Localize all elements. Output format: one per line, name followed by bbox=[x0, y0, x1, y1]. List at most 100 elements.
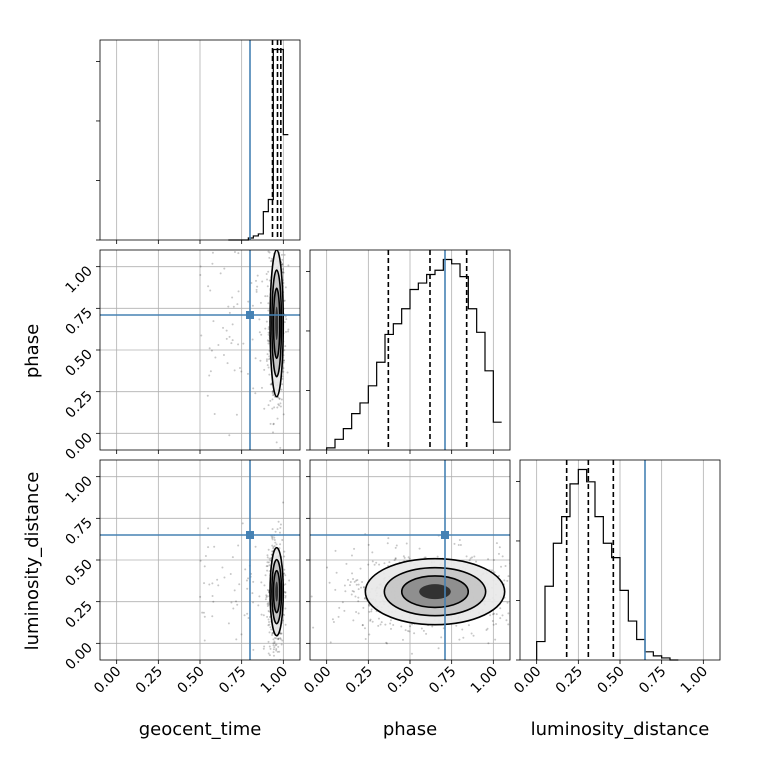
sample-point-geocent_time-vs-luminosity_distance bbox=[247, 617, 250, 620]
sample-point-geocent_time-vs-phase bbox=[267, 309, 270, 312]
sample-point-geocent_time-vs-luminosity_distance bbox=[199, 559, 202, 562]
sample-point-phase-vs-luminosity_distance bbox=[377, 617, 380, 620]
sample-point-phase-vs-luminosity_distance bbox=[363, 597, 366, 600]
y-axis-label-luminosity-distance: luminosity_distance bbox=[22, 472, 43, 651]
sample-point-phase-vs-luminosity_distance bbox=[491, 613, 494, 616]
sample-point-geocent_time-vs-luminosity_distance bbox=[267, 640, 270, 643]
sample-point-geocent_time-vs-phase bbox=[226, 362, 229, 365]
sample-point-geocent_time-vs-luminosity_distance bbox=[265, 565, 268, 568]
sample-point-geocent_time-vs-luminosity_distance bbox=[279, 632, 282, 635]
sample-point-geocent_time-vs-phase bbox=[284, 286, 287, 289]
sample-point-phase-vs-luminosity_distance bbox=[394, 546, 397, 549]
sample-point-geocent_time-vs-phase bbox=[261, 280, 264, 283]
sample-point-geocent_time-vs-phase bbox=[237, 252, 240, 255]
sample-point-geocent_time-vs-phase bbox=[267, 404, 270, 407]
x-axis-label-geocent-time: geocent_time bbox=[139, 719, 262, 740]
sample-point-phase-vs-luminosity_distance bbox=[357, 596, 360, 599]
sample-point-geocent_time-vs-luminosity_distance bbox=[229, 573, 232, 576]
sample-point-phase-vs-luminosity_distance bbox=[492, 623, 495, 626]
sample-point-geocent_time-vs-phase bbox=[272, 423, 275, 426]
sample-point-geocent_time-vs-luminosity_distance bbox=[235, 600, 238, 603]
sample-point-phase-vs-luminosity_distance bbox=[352, 619, 355, 622]
sample-point-geocent_time-vs-phase bbox=[279, 446, 282, 449]
sample-point-geocent_time-vs-luminosity_distance bbox=[276, 528, 279, 531]
sample-point-geocent_time-vs-phase bbox=[278, 404, 281, 407]
sample-point-geocent_time-vs-phase bbox=[264, 327, 267, 330]
sample-point-geocent_time-vs-luminosity_distance bbox=[266, 603, 269, 606]
sample-point-geocent_time-vs-phase bbox=[222, 326, 225, 329]
sample-point-geocent_time-vs-phase bbox=[272, 244, 274, 246]
sample-point-geocent_time-vs-luminosity_distance bbox=[268, 557, 271, 560]
sample-point-phase-vs-luminosity_distance bbox=[542, 584, 544, 586]
sample-point-geocent_time-vs-phase bbox=[285, 318, 288, 321]
sample-point-geocent_time-vs-phase bbox=[236, 303, 239, 306]
sample-point-phase-vs-luminosity_distance bbox=[384, 623, 387, 626]
sample-point-geocent_time-vs-phase bbox=[211, 251, 214, 254]
contour-geocent_time-vs-phase-0 bbox=[269, 250, 285, 398]
sample-point-phase-vs-luminosity_distance bbox=[343, 609, 346, 612]
contour-phase-vs-luminosity_distance-2 bbox=[400, 575, 470, 609]
sample-point-geocent_time-vs-luminosity_distance bbox=[278, 650, 281, 653]
sample-point-geocent_time-vs-luminosity_distance bbox=[271, 632, 274, 635]
sample-point-geocent_time-vs-phase bbox=[282, 268, 285, 271]
sample-point-phase-vs-luminosity_distance bbox=[405, 542, 408, 545]
sample-point-geocent_time-vs-phase bbox=[259, 359, 262, 362]
sample-point-phase-vs-luminosity_distance bbox=[436, 555, 439, 558]
sample-point-phase-vs-luminosity_distance bbox=[529, 584, 531, 586]
sample-point-geocent_time-vs-phase bbox=[284, 330, 287, 333]
sample-point-phase-vs-luminosity_distance bbox=[332, 620, 335, 623]
sample-point-phase-vs-luminosity_distance bbox=[506, 601, 509, 604]
sample-point-phase-vs-luminosity_distance bbox=[486, 627, 489, 630]
sample-point-phase-vs-luminosity_distance bbox=[371, 620, 374, 623]
sample-point-geocent_time-vs-phase bbox=[282, 361, 285, 364]
density-layer bbox=[199, 221, 544, 669]
sample-point-geocent_time-vs-luminosity_distance bbox=[283, 550, 286, 553]
sample-point-geocent_time-vs-luminosity_distance bbox=[204, 667, 206, 669]
sample-point-geocent_time-vs-luminosity_distance bbox=[273, 539, 276, 542]
sample-point-geocent_time-vs-luminosity_distance bbox=[207, 546, 210, 549]
sample-point-phase-vs-luminosity_distance bbox=[487, 642, 490, 645]
sample-point-geocent_time-vs-luminosity_distance bbox=[260, 613, 263, 616]
sample-point-phase-vs-luminosity_distance bbox=[357, 588, 360, 591]
sample-point-phase-vs-luminosity_distance bbox=[499, 607, 502, 610]
sample-point-phase-vs-luminosity_distance bbox=[389, 627, 392, 630]
sample-point-geocent_time-vs-luminosity_distance bbox=[230, 601, 233, 604]
sample-point-geocent_time-vs-phase bbox=[270, 383, 273, 386]
sample-point-geocent_time-vs-phase bbox=[278, 397, 281, 400]
sample-point-phase-vs-luminosity_distance bbox=[326, 566, 329, 569]
sample-point-phase-vs-luminosity_distance bbox=[345, 562, 348, 565]
sample-point-phase-vs-luminosity_distance bbox=[363, 586, 366, 589]
sample-point-geocent_time-vs-luminosity_distance bbox=[273, 642, 276, 645]
sample-point-geocent_time-vs-phase bbox=[256, 285, 259, 288]
sample-point-phase-vs-luminosity_distance bbox=[515, 585, 517, 587]
text-layer: geocent_time phase luminosity_distance p… bbox=[22, 263, 711, 740]
sample-point-geocent_time-vs-luminosity_distance bbox=[266, 569, 269, 572]
sample-point-geocent_time-vs-phase bbox=[267, 340, 270, 343]
sample-point-geocent_time-vs-luminosity_distance bbox=[284, 574, 287, 577]
sample-point-phase-vs-luminosity_distance bbox=[368, 604, 371, 607]
sample-point-geocent_time-vs-phase bbox=[281, 221, 283, 223]
sample-point-geocent_time-vs-phase bbox=[276, 417, 279, 420]
sample-point-geocent_time-vs-luminosity_distance bbox=[268, 631, 271, 634]
sample-point-geocent_time-vs-luminosity_distance bbox=[269, 559, 272, 562]
density-level-geocent_time-vs-luminosity_distance-3 bbox=[275, 581, 279, 602]
sample-point-geocent_time-vs-luminosity_distance bbox=[266, 595, 269, 598]
sample-point-geocent_time-vs-phase bbox=[266, 353, 269, 356]
sample-point-geocent_time-vs-phase bbox=[280, 248, 282, 250]
sample-point-phase-vs-luminosity_distance bbox=[400, 625, 403, 628]
sample-point-geocent_time-vs-phase bbox=[275, 441, 278, 444]
sample-point-phase-vs-luminosity_distance bbox=[487, 558, 490, 561]
sample-point-phase-vs-luminosity_distance bbox=[375, 561, 378, 564]
sample-point-phase-vs-luminosity_distance bbox=[364, 637, 367, 640]
sample-point-geocent_time-vs-luminosity_distance bbox=[211, 594, 214, 597]
sample-point-phase-vs-luminosity_distance bbox=[334, 549, 337, 552]
sample-point-geocent_time-vs-phase bbox=[281, 270, 284, 273]
x-tick-label-luminosity_distance-1: 0.25 bbox=[553, 664, 586, 697]
sample-point-geocent_time-vs-phase bbox=[265, 358, 268, 361]
sample-point-phase-vs-luminosity_distance bbox=[362, 606, 365, 609]
sample-point-geocent_time-vs-phase bbox=[225, 486, 227, 488]
sample-point-geocent_time-vs-phase bbox=[280, 398, 283, 401]
sample-point-geocent_time-vs-phase bbox=[228, 311, 231, 314]
sample-point-geocent_time-vs-luminosity_distance bbox=[244, 568, 247, 571]
sample-point-geocent_time-vs-phase bbox=[240, 370, 243, 373]
